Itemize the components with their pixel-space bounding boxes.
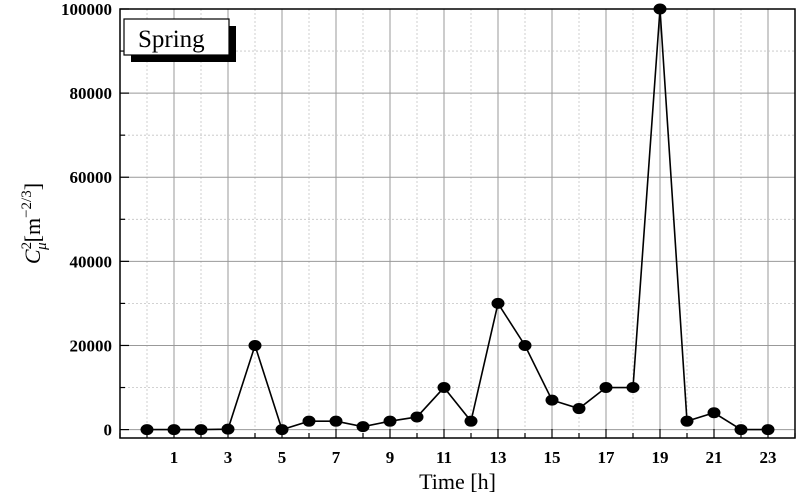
data-point (383, 415, 397, 427)
x-tick-label: 13 (490, 448, 507, 467)
y-tick-label: 40000 (70, 252, 113, 271)
data-point (356, 421, 370, 433)
series-line (147, 8, 768, 431)
y-axis-title-unit: [m (20, 218, 45, 242)
x-tick-label: 7 (332, 448, 341, 467)
data-point (167, 424, 181, 436)
y-axis-title-unit-close: ] (20, 183, 45, 190)
x-tick-label: 3 (224, 448, 233, 467)
data-point (572, 403, 586, 415)
x-tick-label: 17 (598, 448, 616, 467)
data-point (248, 339, 262, 351)
data-point (518, 339, 532, 351)
data-point (680, 415, 694, 427)
legend-box (123, 18, 230, 56)
data-point (140, 424, 154, 436)
y-tick-label: 60000 (70, 168, 113, 187)
axis-ticks: 1 3 5 7 9 11 13 15 17 19 21 23020000400006000080000… (61, 0, 796, 467)
x-tick-label: 11 (436, 448, 452, 467)
x-axis-title: Time [h] (419, 469, 496, 494)
data-point (545, 394, 559, 406)
data-point (761, 424, 775, 436)
y-axis-title: C2μ[m−2/3] (19, 183, 50, 264)
data-point (491, 297, 505, 309)
legend: Spring (123, 18, 236, 62)
x-tick-label: 9 (386, 448, 395, 467)
legend-label: Spring (138, 26, 205, 53)
y-axis-title-sub: μ (34, 242, 50, 251)
y-axis-title-base: C (20, 249, 45, 264)
data-point (194, 424, 208, 436)
y-tick-label: 100000 (61, 0, 112, 19)
x-tick-label: 1 (170, 448, 179, 467)
data-point (599, 382, 613, 394)
data-point (329, 415, 343, 427)
data-point (221, 423, 235, 435)
x-tick-label: 21 (706, 448, 723, 467)
data-point (653, 3, 667, 15)
data-point (410, 411, 424, 423)
plot-frame (119, 8, 796, 439)
y-tick-label: 80000 (70, 84, 113, 103)
x-tick-label: 23 (760, 448, 777, 467)
y-axis-title-unit-sup: −2/3 (19, 190, 35, 218)
data-point (464, 415, 478, 427)
series-spring (140, 3, 775, 436)
x-tick-label: 15 (544, 448, 561, 467)
data-point (302, 415, 316, 427)
data-point (626, 382, 640, 394)
data-point (734, 424, 748, 436)
x-tick-label: 19 (652, 448, 669, 467)
data-point (707, 407, 721, 419)
data-point (437, 382, 451, 394)
y-tick-label: 0 (104, 421, 113, 440)
y-tick-label: 20000 (70, 336, 113, 355)
plot-background (120, 9, 795, 438)
data-point (275, 424, 289, 436)
x-tick-label: 5 (278, 448, 287, 467)
y-axis-title-sup: 2 (19, 242, 35, 250)
